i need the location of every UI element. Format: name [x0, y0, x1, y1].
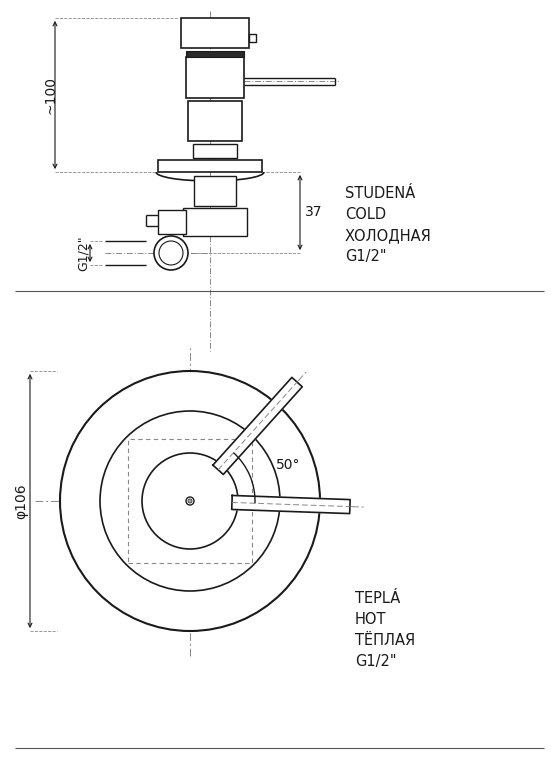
- Text: 37: 37: [305, 205, 323, 220]
- Bar: [128, 439, 252, 563]
- Bar: [158, 210, 186, 234]
- Text: 50°: 50°: [276, 457, 300, 472]
- Polygon shape: [232, 496, 350, 513]
- Circle shape: [154, 236, 188, 270]
- Circle shape: [100, 411, 280, 591]
- Text: TEPLÁ
HOT
ТЁПЛАЯ
G1/2": TEPLÁ HOT ТЁПЛАЯ G1/2": [355, 591, 415, 669]
- Circle shape: [159, 241, 183, 265]
- Text: φ106: φ106: [14, 483, 28, 519]
- Circle shape: [186, 497, 194, 505]
- Bar: [188, 101, 242, 141]
- Bar: [158, 160, 262, 172]
- Polygon shape: [213, 378, 302, 474]
- Bar: [186, 57, 244, 98]
- Bar: [193, 144, 237, 158]
- Bar: [183, 208, 247, 236]
- Text: ~100: ~100: [43, 76, 57, 114]
- Text: G1/2": G1/2": [77, 235, 89, 271]
- Circle shape: [60, 371, 320, 631]
- Circle shape: [142, 453, 238, 549]
- Bar: [181, 18, 249, 48]
- Bar: [194, 176, 236, 206]
- Bar: [186, 51, 244, 57]
- Text: STUDENÁ
COLD
ХОЛОДНАЯ
G1/2": STUDENÁ COLD ХОЛОДНАЯ G1/2": [345, 186, 432, 264]
- Bar: [249, 34, 256, 42]
- Circle shape: [188, 499, 192, 503]
